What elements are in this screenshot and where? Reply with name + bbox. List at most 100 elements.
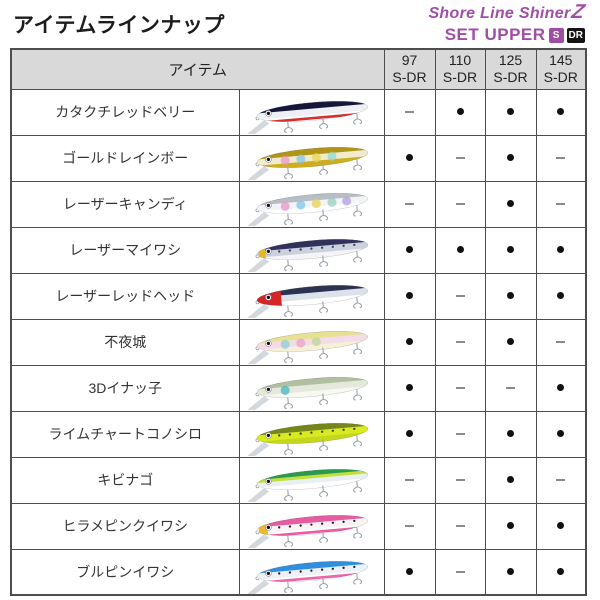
lure-eye <box>266 479 270 484</box>
lure-name: ライムチャートコノシロ <box>10 410 240 458</box>
available-mark <box>557 522 565 530</box>
lure-illustration <box>246 419 369 456</box>
availability-cell <box>535 318 587 366</box>
lure-image-cell <box>238 456 385 504</box>
availability-cell <box>383 364 436 412</box>
lure-name: ゴールドレインボー <box>10 134 240 182</box>
availability-cell <box>484 180 537 228</box>
lure-eye <box>266 295 270 300</box>
lure-name: 3Dイナッ子 <box>10 364 240 412</box>
lure-illustration <box>246 97 369 134</box>
brand-z-mark: Z <box>570 1 588 23</box>
availability-cell <box>484 226 537 274</box>
diving-lip <box>246 258 269 272</box>
available-mark <box>507 338 515 346</box>
available-mark <box>456 108 464 116</box>
page-header: アイテムラインナップ Shore Line ShinerZ SET UPPER … <box>0 0 600 48</box>
available-mark <box>406 154 414 162</box>
available-mark <box>557 108 565 116</box>
available-mark <box>507 108 515 116</box>
unavailable-mark <box>556 340 566 343</box>
availability-cell <box>383 134 436 182</box>
available-mark <box>406 430 414 438</box>
lure-image-cell <box>238 502 385 550</box>
lure-image-cell <box>238 410 385 458</box>
availability-cell <box>434 88 486 136</box>
unavailable-mark <box>455 156 465 159</box>
unavailable-mark <box>556 478 566 481</box>
lure-illustration <box>246 327 369 364</box>
lineup-table: アイテム 97 S-DR 110 S-DR 125 S-DR 145 S-DR … <box>10 48 588 596</box>
unavailable-mark <box>455 202 465 205</box>
availability-cell <box>383 88 436 136</box>
available-mark <box>557 246 565 254</box>
availability-cell <box>484 502 537 550</box>
brand-name: Shore Line ShinerZ <box>428 1 588 23</box>
availability-cell <box>434 180 486 228</box>
diving-lip <box>246 488 269 502</box>
available-mark <box>507 154 515 162</box>
diving-lip <box>246 534 269 548</box>
availability-cell <box>484 134 537 182</box>
availability-cell <box>383 272 436 320</box>
lineup-body: カタクチレッドベリー ゴールドレインボー レーザーキャンディ レ <box>10 88 587 596</box>
size-column-97: 97 S-DR <box>383 48 436 90</box>
availability-cell <box>484 456 537 504</box>
availability-cell <box>383 456 436 504</box>
availability-cell <box>535 226 587 274</box>
available-mark <box>456 246 464 254</box>
table-row: レーザーマイワシ <box>10 226 587 274</box>
header-row: アイテム 97 S-DR 110 S-DR 125 S-DR 145 S-DR <box>10 48 587 90</box>
lure-name: キビナゴ <box>10 456 240 504</box>
size-type: S-DR <box>493 69 528 86</box>
diving-lip <box>246 442 269 456</box>
availability-cell <box>535 180 587 228</box>
size-value: 110 <box>448 51 472 68</box>
available-mark <box>557 292 565 300</box>
table-row: レーザーレッドヘッド <box>10 272 587 320</box>
unavailable-mark <box>506 386 516 389</box>
lure-image-cell <box>238 88 385 136</box>
availability-cell <box>434 318 486 366</box>
lure-name: レーザーマイワシ <box>10 226 240 274</box>
size-type: S-DR <box>392 69 427 86</box>
available-mark <box>406 292 414 300</box>
availability-cell <box>434 272 486 320</box>
lure-image-cell <box>238 134 385 182</box>
lure-image-cell <box>238 226 385 274</box>
unavailable-mark <box>556 202 566 205</box>
brand-logo: Shore Line ShinerZ SET UPPER S DR <box>428 1 588 45</box>
availability-cell <box>434 502 486 550</box>
size-type: S-DR <box>543 69 578 86</box>
unavailable-mark <box>455 524 465 527</box>
brand-text: Shore Line Shiner <box>428 5 571 22</box>
available-mark <box>557 568 565 576</box>
availability-cell <box>383 318 436 366</box>
badge-s: S <box>548 27 564 43</box>
lure-illustration <box>246 511 369 548</box>
lure-illustration <box>246 465 369 502</box>
available-mark <box>507 476 515 484</box>
unavailable-mark <box>405 524 415 527</box>
table-row: 不夜城 <box>10 318 587 366</box>
availability-cell <box>535 88 587 136</box>
table-row: 3Dイナッ子 <box>10 364 587 412</box>
diving-lip <box>246 396 269 410</box>
diving-lip <box>246 350 269 364</box>
unavailable-mark <box>455 570 465 573</box>
availability-cell <box>535 364 587 412</box>
table-row: レーザーキャンディ <box>10 180 587 228</box>
size-column-145: 145 S-DR <box>535 48 587 90</box>
page-title: アイテムラインナップ <box>13 14 225 37</box>
availability-cell <box>383 410 436 458</box>
lure-illustration <box>246 281 369 318</box>
available-mark <box>507 246 515 254</box>
lure-name: ヒラメピンクイワシ <box>10 502 240 550</box>
lure-name: カタクチレッドベリー <box>10 88 240 136</box>
lure-name: 不夜城 <box>10 318 240 366</box>
availability-cell <box>434 226 486 274</box>
lure-image-cell <box>238 180 385 228</box>
size-column-110: 110 S-DR <box>434 48 486 90</box>
lure-eye <box>266 203 270 208</box>
availability-cell <box>484 272 537 320</box>
